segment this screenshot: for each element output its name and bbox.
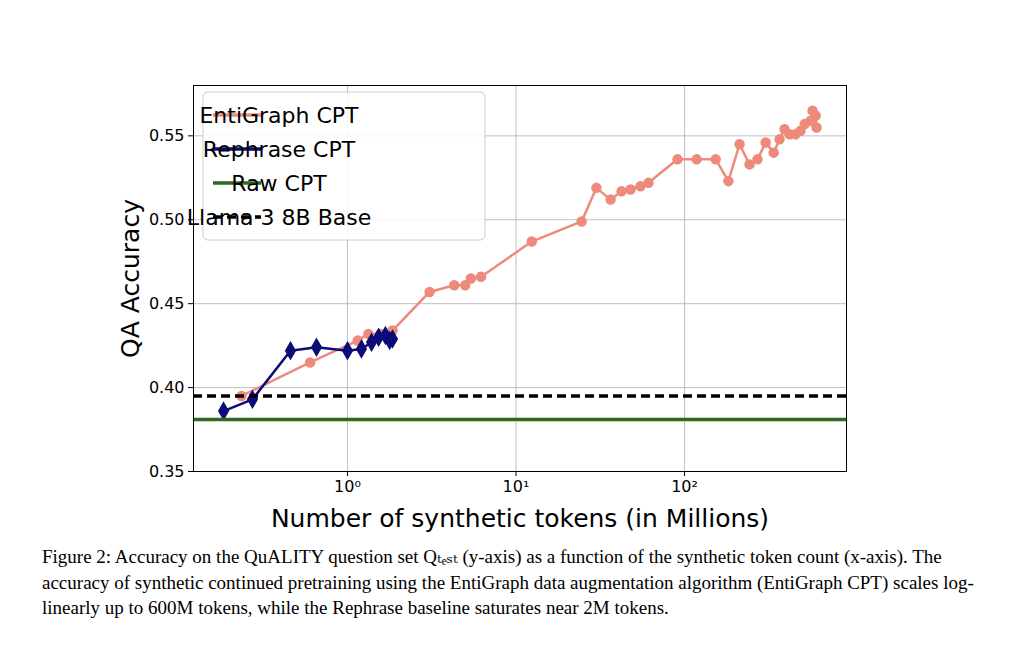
svg-text:0.35: 0.35 [149,462,185,481]
svg-text:10²: 10² [671,477,698,496]
svg-text:10¹: 10¹ [503,477,530,496]
svg-text:0.55: 0.55 [149,126,185,145]
svg-text:0.50: 0.50 [149,210,185,229]
svg-text:10⁰: 10⁰ [334,477,361,496]
svg-text:Number of synthetic tokens (in: Number of synthetic tokens (in Millions) [271,504,769,533]
svg-text:Llama 3 8B Base: Llama 3 8B Base [187,205,371,230]
svg-text:0.45: 0.45 [149,294,185,313]
svg-text:0.40: 0.40 [149,378,185,397]
svg-text:Rephrase CPT: Rephrase CPT [203,137,356,162]
svg-text:EntiGraph CPT: EntiGraph CPT [199,103,359,128]
svg-text:QA Accuracy: QA Accuracy [116,199,145,358]
html-text:Figure 2: Accuracy on the QuAL: Figure 2: Accuracy on the QuALITY questi… [42,546,974,619]
svg-text:Raw CPT: Raw CPT [231,171,327,196]
